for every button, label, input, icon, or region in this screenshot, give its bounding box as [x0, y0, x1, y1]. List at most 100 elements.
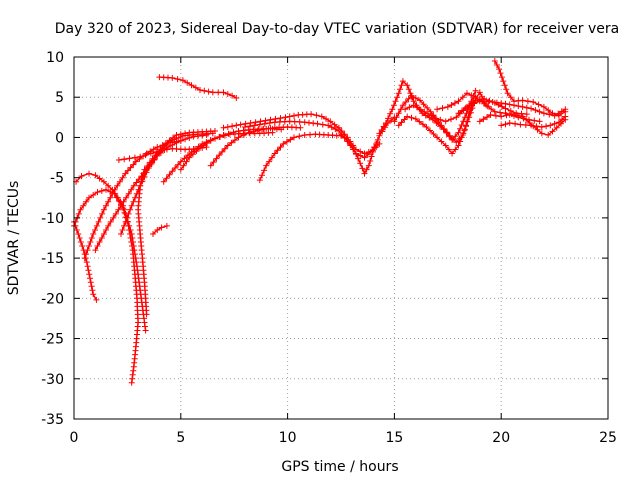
data-point — [233, 122, 240, 129]
data-point — [142, 323, 148, 330]
data-point — [408, 92, 415, 99]
data-point — [116, 178, 123, 185]
data-point — [540, 103, 547, 110]
data-point — [392, 98, 399, 105]
data-series-track-8 — [135, 128, 218, 318]
data-point — [142, 327, 149, 334]
data-point — [350, 146, 357, 153]
data-point — [365, 162, 372, 169]
data-point — [388, 117, 395, 124]
data-point — [393, 114, 400, 121]
data-point — [160, 143, 167, 150]
data-point — [160, 178, 167, 185]
y-tick-label: -10 — [41, 211, 64, 227]
data-point — [325, 122, 332, 129]
data-point — [93, 296, 100, 303]
data-point — [471, 100, 478, 107]
data-point — [115, 198, 122, 204]
data-point — [313, 112, 320, 119]
data-point — [96, 239, 103, 245]
data-point — [86, 243, 92, 249]
data-point — [81, 255, 88, 262]
data-point — [332, 126, 339, 133]
data-point — [144, 163, 151, 169]
data-point — [374, 139, 381, 146]
data-point — [297, 124, 304, 131]
data-point — [357, 160, 364, 167]
data-point — [498, 122, 505, 129]
data-point — [220, 89, 227, 96]
data-point — [382, 120, 389, 126]
data-point — [363, 166, 370, 173]
data-point — [461, 126, 468, 133]
data-point — [87, 275, 93, 282]
data-point — [179, 77, 186, 84]
data-point — [173, 139, 180, 146]
data-series-track-22 — [455, 98, 569, 119]
data-point — [410, 102, 417, 109]
data-point — [457, 138, 464, 145]
data-point — [460, 130, 467, 137]
plot-frame — [73, 56, 609, 420]
data-point — [216, 152, 223, 159]
data-point — [127, 164, 134, 171]
data-point — [182, 136, 189, 143]
data-point — [514, 112, 521, 119]
data-point — [549, 110, 556, 117]
data-point — [103, 202, 109, 209]
data-point — [132, 158, 139, 165]
data-point — [301, 132, 308, 138]
data-point — [455, 110, 462, 117]
data-point — [464, 90, 470, 97]
data-point — [328, 124, 335, 131]
data-point — [177, 166, 184, 173]
data-point — [453, 139, 460, 146]
y-tick-label: -5 — [50, 171, 64, 187]
data-point — [267, 116, 274, 123]
data-point — [266, 120, 273, 126]
data-point — [126, 155, 133, 162]
data-point — [100, 231, 107, 237]
data-point — [441, 125, 448, 132]
data-point — [216, 133, 223, 140]
data-point — [504, 90, 511, 97]
data-point — [128, 202, 135, 209]
data-point — [390, 102, 397, 109]
data-point — [538, 124, 545, 130]
data-point — [361, 154, 368, 161]
data-point — [437, 116, 444, 123]
data-point — [353, 150, 359, 157]
data-point — [241, 124, 248, 130]
data-point — [318, 113, 325, 120]
data-point — [207, 162, 214, 169]
data-point — [272, 115, 279, 122]
data-point — [177, 158, 184, 165]
data-point — [547, 122, 554, 129]
data-point — [491, 58, 498, 64]
data-point — [146, 159, 153, 166]
data-point — [442, 142, 449, 149]
data-series-track-12 — [207, 124, 304, 169]
data-point — [389, 106, 396, 113]
y-tick-label: 10 — [46, 50, 64, 66]
data-point — [501, 82, 508, 89]
data-point — [93, 222, 100, 229]
data-point — [519, 97, 526, 104]
data-point — [271, 150, 278, 157]
data-point — [344, 138, 351, 145]
data-point — [130, 198, 137, 205]
data-point — [420, 101, 427, 108]
data-point — [154, 149, 161, 156]
data-point — [405, 95, 412, 102]
data-point — [113, 194, 120, 201]
data-point — [162, 140, 169, 147]
data-point — [228, 139, 235, 146]
data-point — [133, 179, 140, 186]
y-axis-label: SDTVAR / TECUs — [6, 181, 22, 296]
data-point — [224, 142, 231, 149]
data-point — [308, 111, 315, 118]
data-point — [399, 102, 406, 109]
data-point — [430, 131, 437, 137]
chart-title: Day 320 of 2023, Sidereal Day-to-day VTE… — [55, 21, 619, 37]
data-series-track-25 — [498, 113, 569, 130]
